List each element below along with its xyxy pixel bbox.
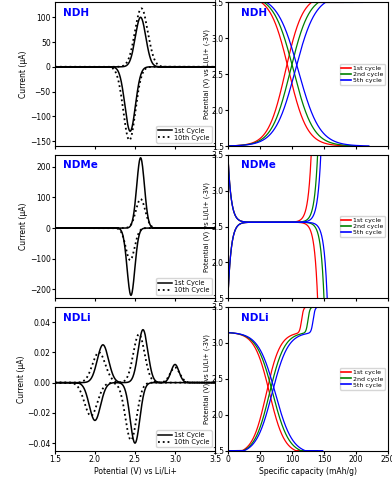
Y-axis label: Current (μA): Current (μA) bbox=[20, 203, 29, 250]
10th Cycle bbox=[139, 5, 143, 11]
Y-axis label: Current (μA): Current (μA) bbox=[17, 355, 26, 402]
1st Cycle bbox=[53, 225, 57, 231]
1st Cycle bbox=[209, 225, 213, 231]
Legend: 1st cycle, 2nd cycle, 5th cycle: 1st cycle, 2nd cycle, 5th cycle bbox=[339, 216, 385, 237]
1st Cycle bbox=[120, 64, 125, 69]
Line: 10th Cycle: 10th Cycle bbox=[55, 199, 215, 260]
10th Cycle bbox=[137, 331, 142, 337]
X-axis label: Potential (V) vs Li/Li+: Potential (V) vs Li/Li+ bbox=[94, 467, 176, 476]
10th Cycle bbox=[59, 380, 64, 386]
10th Cycle bbox=[200, 64, 205, 70]
1st Cycle bbox=[128, 128, 132, 134]
10th Cycle bbox=[53, 64, 57, 70]
Text: NDLi: NDLi bbox=[241, 313, 269, 323]
10th Cycle bbox=[53, 380, 57, 386]
10th Cycle bbox=[53, 64, 57, 70]
Legend: 1st cycle, 2nd cycle, 5th cycle: 1st cycle, 2nd cycle, 5th cycle bbox=[339, 368, 385, 389]
1st Cycle bbox=[59, 380, 64, 386]
Line: 10th Cycle: 10th Cycle bbox=[55, 334, 215, 440]
10th Cycle bbox=[120, 225, 125, 231]
10th Cycle bbox=[138, 196, 143, 202]
Line: 1st Cycle: 1st Cycle bbox=[55, 330, 215, 443]
10th Cycle bbox=[62, 64, 66, 70]
Text: NDMe: NDMe bbox=[241, 161, 276, 171]
Legend: 1st Cycle, 10th Cycle: 1st Cycle, 10th Cycle bbox=[156, 278, 212, 295]
Line: 1st Cycle: 1st Cycle bbox=[55, 158, 215, 295]
1st Cycle bbox=[129, 293, 133, 298]
1st Cycle bbox=[69, 64, 74, 70]
1st Cycle bbox=[53, 380, 57, 386]
10th Cycle bbox=[62, 225, 66, 231]
1st Cycle bbox=[108, 381, 113, 387]
10th Cycle bbox=[200, 225, 205, 231]
Line: 10th Cycle: 10th Cycle bbox=[55, 8, 215, 140]
Text: NDH: NDH bbox=[241, 8, 267, 18]
10th Cycle bbox=[127, 137, 132, 143]
1st Cycle bbox=[69, 225, 74, 231]
10th Cycle bbox=[69, 225, 74, 231]
10th Cycle bbox=[209, 225, 213, 231]
1st Cycle bbox=[53, 225, 57, 231]
1st Cycle bbox=[120, 225, 125, 231]
1st Cycle bbox=[89, 411, 94, 416]
10th Cycle bbox=[53, 225, 57, 231]
10th Cycle bbox=[53, 225, 57, 231]
Text: NDMe: NDMe bbox=[63, 161, 98, 171]
1st Cycle bbox=[62, 64, 66, 70]
Y-axis label: Potential (V) vs Li/Li+ (-3V): Potential (V) vs Li/Li+ (-3V) bbox=[204, 334, 210, 424]
1st Cycle bbox=[62, 225, 66, 231]
1st Cycle bbox=[141, 327, 145, 333]
10th Cycle bbox=[62, 64, 66, 70]
1st Cycle bbox=[189, 380, 194, 386]
1st Cycle bbox=[132, 440, 137, 446]
1st Cycle bbox=[53, 64, 57, 70]
Text: NDH: NDH bbox=[63, 8, 89, 18]
Legend: 1st Cycle, 10th Cycle: 1st Cycle, 10th Cycle bbox=[156, 430, 212, 447]
Text: NDLi: NDLi bbox=[63, 313, 91, 323]
10th Cycle bbox=[53, 380, 57, 386]
Y-axis label: Current (μA): Current (μA) bbox=[20, 51, 29, 98]
10th Cycle bbox=[129, 437, 133, 443]
10th Cycle bbox=[128, 257, 132, 263]
1st Cycle bbox=[53, 380, 57, 386]
10th Cycle bbox=[209, 64, 213, 70]
Legend: 1st Cycle, 10th Cycle: 1st Cycle, 10th Cycle bbox=[156, 126, 212, 143]
10th Cycle bbox=[108, 380, 113, 386]
1st Cycle bbox=[138, 14, 143, 20]
Line: 1st Cycle: 1st Cycle bbox=[55, 17, 215, 131]
10th Cycle bbox=[62, 225, 66, 231]
1st Cycle bbox=[209, 64, 213, 70]
Y-axis label: Potential (V) vs Li/Li+ (-3V): Potential (V) vs Li/Li+ (-3V) bbox=[204, 29, 210, 119]
10th Cycle bbox=[93, 353, 98, 359]
1st Cycle bbox=[62, 225, 66, 231]
1st Cycle bbox=[138, 155, 143, 161]
1st Cycle bbox=[200, 64, 205, 70]
1st Cycle bbox=[93, 364, 98, 370]
10th Cycle bbox=[176, 380, 180, 386]
10th Cycle bbox=[89, 413, 94, 419]
Legend: 1st cycle, 2nd cycle, 5th cycle: 1st cycle, 2nd cycle, 5th cycle bbox=[339, 64, 385, 85]
10th Cycle bbox=[120, 63, 125, 69]
10th Cycle bbox=[189, 380, 194, 386]
10th Cycle bbox=[69, 64, 74, 70]
Y-axis label: Potential (V) vs Li/Li+ (-3V): Potential (V) vs Li/Li+ (-3V) bbox=[204, 182, 210, 271]
1st Cycle bbox=[176, 380, 180, 386]
1st Cycle bbox=[62, 64, 66, 70]
1st Cycle bbox=[53, 64, 57, 70]
1st Cycle bbox=[200, 225, 205, 231]
X-axis label: Specific capacity (mAh/g): Specific capacity (mAh/g) bbox=[259, 467, 357, 476]
